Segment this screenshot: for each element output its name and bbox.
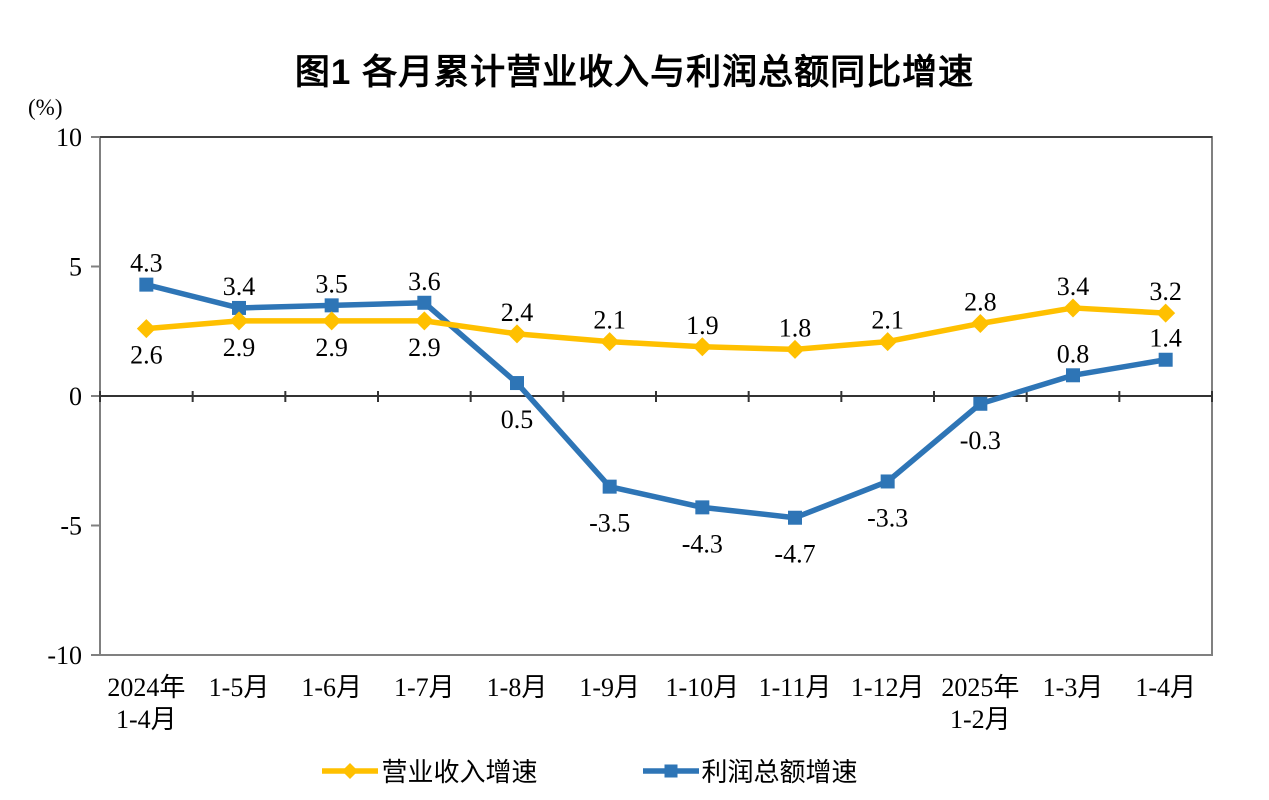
marker-square — [788, 510, 802, 525]
marker-diamond — [785, 339, 805, 359]
marker-diamond — [507, 324, 527, 344]
marker-diamond — [229, 311, 249, 331]
data-label-revenue: 3.4 — [1057, 272, 1090, 301]
data-label-revenue: 2.8 — [964, 287, 997, 316]
marker-diamond — [1156, 303, 1176, 323]
data-label-revenue: 2.4 — [501, 298, 534, 327]
data-label-profit: 0.5 — [501, 405, 534, 434]
x-tick-label: 1-6月 — [301, 673, 362, 702]
marker-diamond — [1063, 298, 1083, 318]
marker-diamond — [322, 311, 342, 331]
marker-square — [1066, 368, 1080, 383]
series-line-profit — [143, 281, 1169, 521]
marker-square — [324, 298, 339, 313]
legend-label-revenue: 营业收入增速 — [381, 758, 538, 787]
data-label-profit: 0.8 — [1057, 339, 1090, 368]
marker-square — [510, 376, 524, 391]
data-label-profit: -3.3 — [867, 503, 908, 532]
data-label-revenue: 2.1 — [593, 306, 626, 335]
data-label-revenue: 1.9 — [686, 311, 719, 340]
x-tick-label: 1-3月 — [1043, 673, 1104, 702]
data-label-revenue: 3.2 — [1149, 277, 1182, 306]
x-tick-label: 1-4月 — [116, 705, 177, 734]
x-tick-label: 1-11月 — [759, 673, 832, 702]
chart-title: 图1 各月累计营业收入与利润总额同比增速 — [294, 53, 975, 92]
data-label-profit: -4.7 — [774, 540, 815, 569]
legend-label-profit: 利润总额增速 — [701, 758, 858, 787]
y-tick-label: 5 — [69, 253, 82, 282]
marker-square — [232, 300, 246, 315]
x-tick-label: 1-9月 — [579, 673, 640, 702]
y-tick-label: 0 — [69, 382, 82, 411]
legend-item-profit: 利润总额增速 — [642, 752, 858, 789]
data-label-profit: 1.4 — [1149, 324, 1182, 353]
data-label-profit: 3.6 — [408, 267, 441, 296]
marker-square — [602, 479, 617, 494]
data-label-revenue: 2.9 — [408, 333, 441, 362]
square-marker-icon — [664, 764, 677, 777]
y-tick-label: -10 — [47, 641, 82, 670]
y-axis-unit-label: (%) — [28, 95, 63, 120]
x-tick-label: 1-7月 — [394, 673, 455, 702]
marker-square — [880, 474, 895, 489]
data-label-revenue: 2.1 — [871, 306, 904, 335]
series-line-revenue — [143, 305, 1169, 353]
line-chart: 10 5 0 -5 -10 2.6 2.9 2.9 2.9 2.4 2.1 1.9 1.8 2.1 2.8 3… — [47, 123, 1213, 734]
marker-diamond — [136, 319, 156, 339]
data-label-profit: -0.3 — [960, 426, 1001, 455]
x-tick-label: 1-4月 — [1135, 673, 1196, 702]
y-tick-label: -5 — [60, 512, 82, 541]
y-tick-label: 10 — [56, 123, 82, 152]
data-label-profit: 4.3 — [130, 249, 163, 278]
data-label-profit: 3.5 — [315, 269, 348, 298]
x-tick-label: 2025年 — [941, 673, 1019, 702]
marker-diamond — [414, 311, 434, 331]
data-label-profit: 3.4 — [223, 272, 256, 301]
marker-square — [1158, 352, 1173, 367]
data-label-revenue: 2.9 — [223, 333, 256, 362]
data-label-profit: -4.3 — [682, 529, 723, 558]
marker-diamond — [692, 337, 712, 357]
x-tick-label: 2024年 — [107, 673, 185, 702]
x-tick-label: 1-8月 — [487, 673, 548, 702]
x-tick-label: 1-2月 — [950, 705, 1011, 734]
data-label-revenue: 2.9 — [315, 333, 348, 362]
marker-diamond — [600, 332, 620, 352]
marker-square — [695, 500, 710, 515]
marker-diamond — [970, 313, 990, 333]
x-tick-label: 1-5月 — [209, 673, 270, 702]
data-label-revenue: 2.6 — [130, 341, 163, 370]
x-tick-label: 1-12月 — [851, 673, 925, 702]
chart-legend: 营业收入增速 利润总额增速 — [0, 752, 1180, 789]
data-label-profit: -3.5 — [589, 509, 630, 538]
legend-diamond-swatch — [322, 762, 379, 779]
legend-square-swatch — [642, 764, 699, 777]
diamond-marker-icon — [342, 762, 359, 779]
marker-square — [973, 396, 988, 411]
x-tick-label: 1-10月 — [665, 673, 739, 702]
marker-diamond — [878, 332, 898, 352]
marker-square — [139, 277, 154, 292]
marker-square — [417, 295, 432, 310]
data-label-revenue: 1.8 — [779, 313, 812, 342]
legend-item-revenue: 营业收入增速 — [322, 752, 538, 789]
